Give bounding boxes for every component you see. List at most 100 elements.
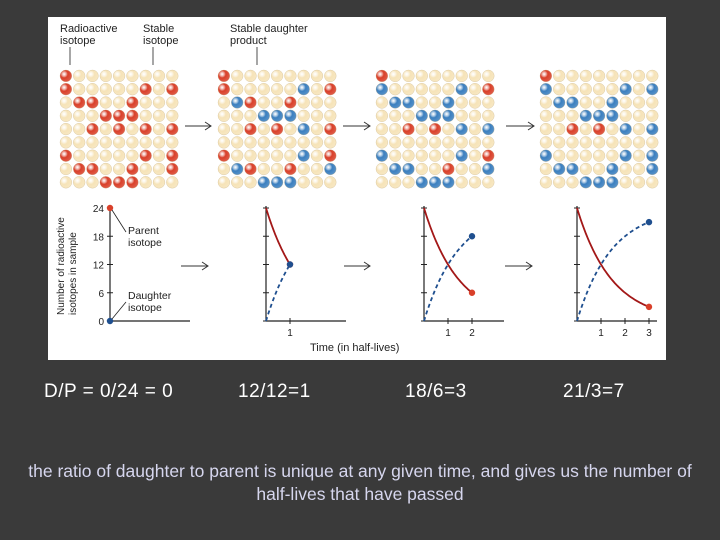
stable-atom bbox=[297, 96, 310, 109]
radioactive-atom bbox=[324, 149, 337, 162]
x-tick-label: 3 bbox=[646, 328, 652, 339]
stable-atom bbox=[297, 176, 310, 189]
daughter-atom bbox=[553, 162, 566, 176]
stable-atom bbox=[429, 136, 442, 149]
y-tick-label: 0 bbox=[98, 317, 104, 328]
daughter-atom bbox=[579, 176, 592, 189]
radioactive-atom bbox=[166, 162, 179, 176]
y-tick-label: 24 bbox=[93, 204, 105, 215]
stable-atom bbox=[310, 123, 324, 136]
radioactive-atom bbox=[166, 149, 179, 162]
daughter-atom bbox=[593, 176, 606, 189]
daughter-atom bbox=[402, 162, 415, 176]
daughter-atom bbox=[539, 149, 552, 162]
stable-atom bbox=[482, 96, 495, 109]
daughter-atom bbox=[553, 96, 566, 109]
daughter-atom bbox=[231, 96, 244, 109]
stable-atom bbox=[59, 96, 72, 109]
stable-atom bbox=[389, 69, 402, 82]
stable-atom bbox=[257, 69, 270, 82]
stable-atom bbox=[402, 69, 415, 82]
stable-atom bbox=[415, 96, 428, 109]
atom-grid-1 bbox=[59, 69, 179, 189]
stable-atom bbox=[152, 136, 166, 149]
stable-atom bbox=[59, 109, 72, 122]
stable-atom bbox=[73, 83, 86, 96]
stable-atom bbox=[619, 109, 632, 122]
stable-atom bbox=[99, 136, 112, 149]
daughter-atom bbox=[415, 176, 428, 189]
daughter-point bbox=[286, 261, 294, 268]
radioactive-atom bbox=[73, 96, 86, 109]
stable-atom bbox=[324, 176, 337, 189]
stable-atom bbox=[415, 149, 428, 162]
stable-atom bbox=[606, 69, 619, 82]
stable-atom bbox=[73, 123, 86, 136]
daughter-annotation-line1: Daughter bbox=[128, 290, 172, 302]
stable-atom bbox=[593, 69, 606, 82]
stable-atom bbox=[402, 83, 415, 96]
stable-atom bbox=[619, 176, 632, 189]
stable-atom bbox=[231, 69, 244, 82]
stable-atom bbox=[126, 136, 139, 149]
stable-atom bbox=[324, 136, 337, 149]
radioactive-atom bbox=[375, 69, 388, 82]
stable-atom bbox=[619, 162, 632, 176]
stable-atom bbox=[646, 176, 659, 189]
stable-atom bbox=[566, 69, 579, 82]
daughter-atom bbox=[442, 96, 455, 109]
daughter-growth-line bbox=[576, 221, 650, 322]
stable-atom bbox=[284, 136, 297, 149]
stable-atom bbox=[553, 123, 566, 136]
radioactive-atom bbox=[284, 96, 297, 109]
radioactive-atom bbox=[86, 96, 99, 109]
radioactive-atom bbox=[244, 162, 257, 176]
stable-atom bbox=[310, 176, 324, 189]
stable-atom bbox=[375, 123, 388, 136]
stable-atom bbox=[482, 109, 495, 122]
daughter-atom bbox=[646, 123, 659, 136]
stable-atom bbox=[468, 96, 482, 109]
stable-atom bbox=[86, 149, 99, 162]
caption-text: the ratio of daughter to parent is uniqu… bbox=[28, 461, 692, 504]
daughter-atom bbox=[389, 96, 402, 109]
stable-atom bbox=[455, 96, 468, 109]
stable-atom bbox=[217, 96, 230, 109]
parent-annotation-line2: isotope bbox=[128, 237, 162, 249]
daughter-atom bbox=[271, 109, 284, 122]
stable-atom bbox=[593, 149, 606, 162]
y-tick-label: 18 bbox=[93, 232, 105, 243]
stable-atom bbox=[86, 109, 99, 122]
y-axis-label-line1: Number of radioactive bbox=[56, 217, 67, 315]
stable-atom bbox=[553, 69, 566, 82]
daughter-atom bbox=[566, 162, 579, 176]
daughter-atom bbox=[646, 83, 659, 96]
stable-atom bbox=[606, 149, 619, 162]
stable-atom bbox=[442, 136, 455, 149]
stable-atom bbox=[455, 109, 468, 122]
stable-atom bbox=[579, 83, 592, 96]
stable-atom bbox=[389, 123, 402, 136]
stable-atom bbox=[139, 136, 152, 149]
stable-atom bbox=[231, 149, 244, 162]
radioactive-atom bbox=[284, 162, 297, 176]
stable-atom bbox=[553, 109, 566, 122]
stable-atom bbox=[244, 83, 257, 96]
daughter-atom bbox=[442, 176, 455, 189]
stable-atom bbox=[415, 136, 428, 149]
stable-atom bbox=[126, 69, 139, 82]
daughter-atom bbox=[297, 123, 310, 136]
stable-atom bbox=[579, 162, 592, 176]
stable-atom bbox=[231, 136, 244, 149]
stable-atom bbox=[632, 109, 646, 122]
stable-atom bbox=[244, 149, 257, 162]
stable-atom bbox=[429, 96, 442, 109]
daughter-atom bbox=[619, 123, 632, 136]
stable-atom bbox=[442, 83, 455, 96]
parent-annotation-pointer bbox=[111, 209, 127, 233]
radioactive-atom bbox=[139, 149, 152, 162]
stable-atom bbox=[455, 69, 468, 82]
stable-atom bbox=[606, 83, 619, 96]
radioactive-atom bbox=[244, 123, 257, 136]
daughter-atom bbox=[646, 162, 659, 176]
